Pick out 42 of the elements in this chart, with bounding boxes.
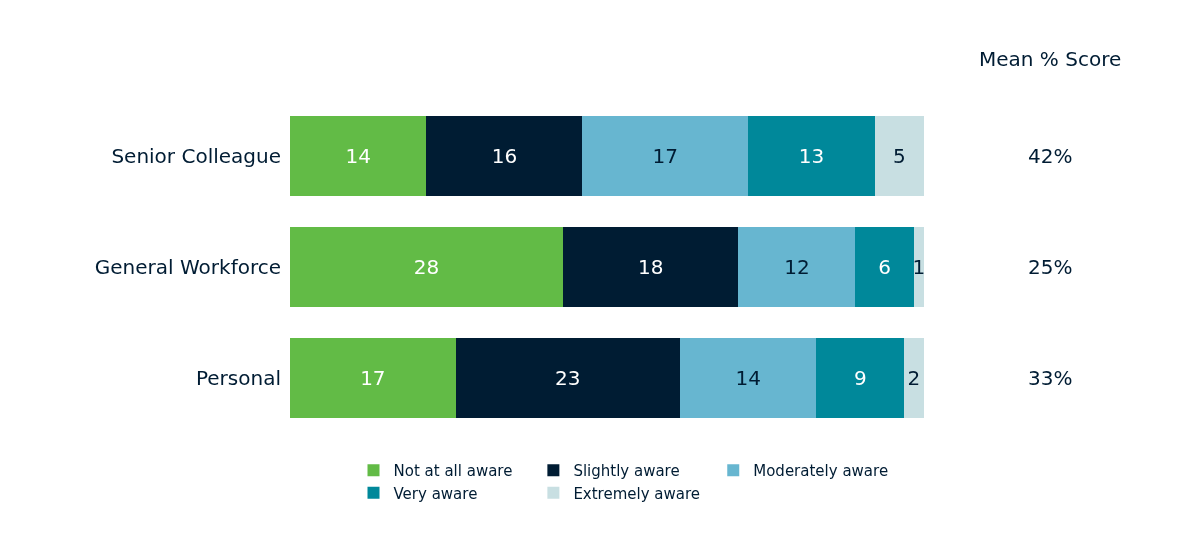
- legend-label: Moderately aware: [753, 462, 889, 481]
- data-label: 9: [853, 366, 867, 391]
- bar: [679, 338, 817, 419]
- bar: [562, 226, 739, 308]
- data-label: 13: [798, 143, 825, 168]
- data-label: 6: [878, 255, 892, 279]
- data-label: 5: [892, 143, 906, 168]
- text: Mean % Score: [979, 47, 1122, 71]
- y-tick-label: General Workforce: [94, 255, 281, 279]
- y-tick-label: Senior Colleague: [111, 143, 281, 168]
- data-label: 14: [735, 366, 761, 391]
- bar: [748, 115, 875, 196]
- bar: [290, 115, 427, 196]
- bar: [816, 338, 905, 419]
- data-label: 17: [652, 143, 679, 168]
- data-label: 16: [491, 143, 518, 168]
- data-label: 28: [413, 255, 440, 279]
- text: 25%: [1028, 255, 1073, 279]
- data-label: 14: [345, 143, 371, 168]
- text: 33%: [1028, 366, 1073, 390]
- bar: [738, 226, 856, 308]
- data-label: 1: [912, 255, 926, 279]
- bar: [426, 115, 583, 196]
- y-tick-label: Personal: [195, 366, 281, 391]
- bar: [913, 226, 924, 308]
- bar: [290, 226, 563, 308]
- data-label: 18: [637, 255, 664, 279]
- data-label: 12: [784, 255, 810, 279]
- bar: [455, 338, 680, 419]
- bar: [904, 338, 924, 419]
- bar: [855, 226, 914, 308]
- data-label: 23: [555, 366, 581, 391]
- legend-label: Extremely aware: [573, 484, 701, 503]
- bar: [290, 338, 456, 419]
- legend-label: Not at all aware: [393, 462, 513, 481]
- data-label: 17: [360, 366, 386, 391]
- data-label: 2: [907, 366, 921, 391]
- legend-label: Slightly aware: [573, 462, 680, 481]
- bar: [582, 115, 749, 196]
- bar: [874, 115, 924, 196]
- legend-label: Very aware: [393, 484, 478, 503]
- text: 42%: [1028, 144, 1073, 168]
